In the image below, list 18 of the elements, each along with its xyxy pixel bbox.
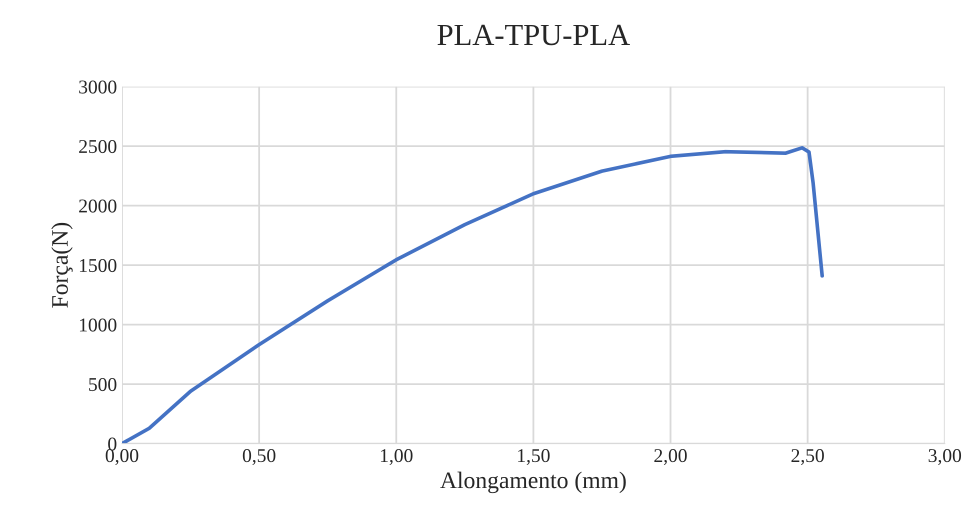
y-tick-label: 0 [108, 437, 116, 451]
y-axis-title: Força(N) [51, 222, 73, 308]
x-axis-title: Alongamento (mm) [440, 472, 626, 494]
x-tick-label: 1,50 [518, 449, 550, 465]
chart-title: PLA-TPU-PLA [438, 24, 630, 46]
x-tick-label: 0,00 [106, 449, 138, 465]
x-tick-label: 3,00 [928, 449, 962, 465]
y-tick-label: 3000 [79, 80, 116, 94]
y-tick-label: 1500 [80, 258, 116, 272]
line-series [122, 146, 824, 444]
y-tick-label: 500 [89, 378, 116, 392]
y-tick-label: 1000 [80, 318, 116, 332]
y-tick-label: 2000 [79, 199, 116, 213]
x-tick-label: 2,00 [654, 449, 687, 465]
x-tick-label: 2,50 [791, 449, 824, 465]
x-tick-label: 1,00 [380, 449, 413, 465]
y-tick-label: 2500 [79, 140, 116, 154]
x-tick-label: 0,50 [242, 449, 276, 465]
